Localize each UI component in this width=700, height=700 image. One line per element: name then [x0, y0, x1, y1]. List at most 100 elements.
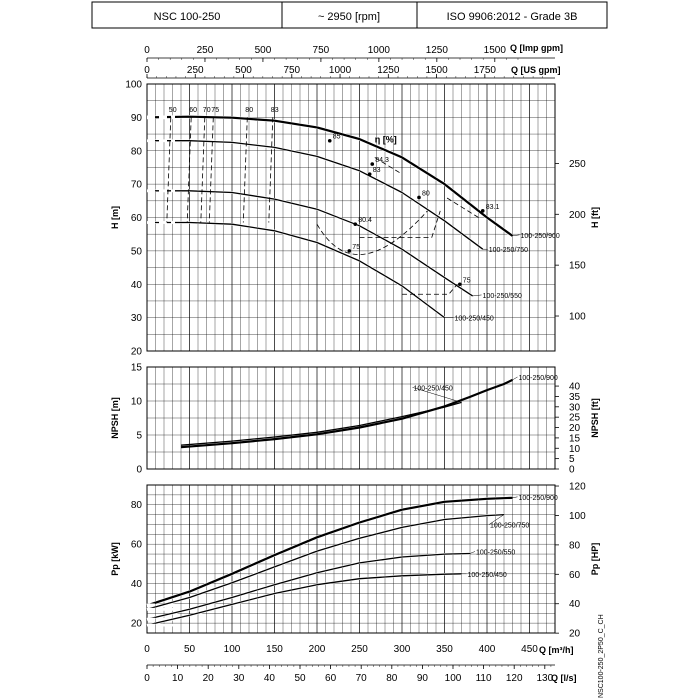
efficiency-value: 80	[422, 190, 430, 197]
y2-tick-label: 5	[569, 454, 575, 465]
series-power: 100-250/750	[146, 513, 529, 611]
series-label: 100-250/550	[483, 293, 522, 300]
y2-tick-label: 150	[569, 261, 586, 272]
us-tick-label: 1750	[474, 65, 497, 76]
y2-tick-label: 15	[569, 433, 581, 444]
speed-label: ~ 2950 [rpm]	[318, 11, 380, 23]
efficiency-value: 85	[333, 134, 341, 141]
us-tick-label: 0	[144, 65, 150, 76]
efficiency-point	[353, 222, 358, 226]
series-label: 100-250/900	[521, 233, 560, 240]
y-tick-label: 80	[131, 146, 143, 157]
curve-100-250/450	[147, 221, 445, 319]
x2-tick-label: 130	[536, 673, 553, 684]
y-axes-head: 20 30 40 50 60 70 80 90 100 100 150 200 250 H [m] H [f…	[110, 80, 600, 358]
series-head: 100-250/450	[147, 221, 494, 323]
series-label-leader	[512, 234, 520, 237]
us-tick-label: 750	[283, 65, 300, 76]
imp-tick-label: 250	[197, 45, 214, 56]
series-label: 100-250/450	[468, 572, 507, 579]
series-label: 100-250/900	[519, 375, 558, 382]
imp-tick-label: 1000	[368, 45, 391, 56]
imp-tick-label: 1250	[426, 45, 449, 56]
efficiency-point	[367, 172, 372, 176]
y-tick-label: 50	[131, 246, 143, 257]
y2-tick-label: 25	[569, 413, 581, 424]
x-tick-label: 300	[394, 644, 411, 655]
y2-tick-label: 250	[569, 159, 586, 170]
series-head: 100-250/750	[147, 139, 528, 254]
x-tick-label: 150	[266, 644, 283, 655]
efficiency-point	[347, 249, 352, 253]
y2-tick-label: 80	[569, 540, 581, 551]
x2-tick-label: 70	[356, 673, 368, 684]
efficiency-iso-line	[268, 117, 274, 223]
y-tick-label: 60	[131, 540, 143, 551]
efficiency-label: η [%]	[375, 134, 397, 144]
series-label-leader	[512, 496, 518, 499]
x2-tick-label: 100	[445, 673, 462, 684]
imp-tick-label: 0	[144, 45, 150, 56]
x-tick-label: 350	[436, 644, 453, 655]
y-tick-label: 90	[131, 113, 143, 124]
x-tick-label: 250	[351, 644, 368, 655]
y-axis-label: NPSH [m]	[110, 397, 120, 439]
efficiency-iso-curve	[316, 157, 428, 255]
efficiency-point	[417, 195, 421, 200]
x2-axis-label: Q [l/s]	[551, 673, 577, 683]
curve-100-250/550	[146, 552, 471, 620]
efficiency-point	[480, 209, 485, 213]
top-axis-us-label: Q [US gpm]	[511, 65, 561, 75]
efficiency-iso-line	[242, 117, 248, 223]
efficiency-iso-line	[200, 117, 206, 223]
x2-tick-label: 120	[506, 673, 523, 684]
x2-tick-label: 40	[264, 673, 276, 684]
efficiency-iso-line	[208, 117, 214, 223]
series-label: 100-250/450	[455, 316, 494, 323]
y-tick-label: 100	[125, 80, 142, 91]
efficiency-value: 75	[352, 244, 360, 251]
series-label-leader	[488, 514, 505, 525]
y-axis-label: H [m]	[110, 206, 120, 229]
y-tick-label: 20	[131, 619, 143, 630]
us-tick-label: 1500	[425, 65, 448, 76]
y2-tick-label: 20	[569, 423, 581, 434]
x2-tick-label: 30	[233, 673, 245, 684]
y-tick-label: 60	[131, 213, 143, 224]
y-tick-label: 5	[136, 431, 142, 442]
model-title: NSC 100-250	[154, 11, 221, 23]
x2-tick-label: 80	[386, 673, 398, 684]
y-tick-label: 15	[131, 363, 143, 374]
y2-tick-label: 40	[569, 599, 581, 610]
x2-tick-label: 10	[172, 673, 184, 684]
y2-tick-label: 100	[569, 511, 586, 522]
series-label: 100-250/750	[489, 247, 528, 254]
efficiency-point	[458, 282, 462, 287]
efficiency-iso-line	[186, 117, 192, 223]
efficiency-value: 50	[169, 107, 177, 114]
series-label-leader	[512, 376, 518, 381]
us-tick-label: 500	[235, 65, 252, 76]
x-tick-label: 50	[184, 644, 196, 655]
y2-tick-label: 60	[569, 570, 581, 581]
imp-tick-label: 750	[313, 45, 330, 56]
y2-tick-label: 30	[569, 402, 581, 413]
series-head: 100-250/550	[147, 189, 522, 300]
efficiency-value: 83	[373, 167, 381, 174]
series-head: 100-250/900	[146, 115, 560, 240]
series-label: 100-250/750	[490, 523, 529, 530]
y-axes-power: 20 40 60 80 20 40 60 80 100 120 Pp [kW] Pp [HP]	[110, 482, 600, 640]
curve-100-250/550	[147, 190, 473, 297]
curve-100-250/900	[180, 378, 513, 449]
efficiency-point	[370, 162, 375, 166]
curve-100-250/900	[146, 115, 514, 237]
x-axis-label: Q [m³/h]	[539, 645, 574, 655]
efficiency-value: 70	[203, 107, 211, 114]
efficiency-value: 83	[271, 107, 279, 114]
series-power: 100-250/450	[146, 572, 507, 627]
efficiency-value: 80.4	[358, 217, 372, 224]
efficiency-value: 83.1	[486, 204, 500, 211]
x-tick-label: 0	[144, 644, 150, 655]
y2-axis-label: H [ft]	[590, 207, 600, 228]
